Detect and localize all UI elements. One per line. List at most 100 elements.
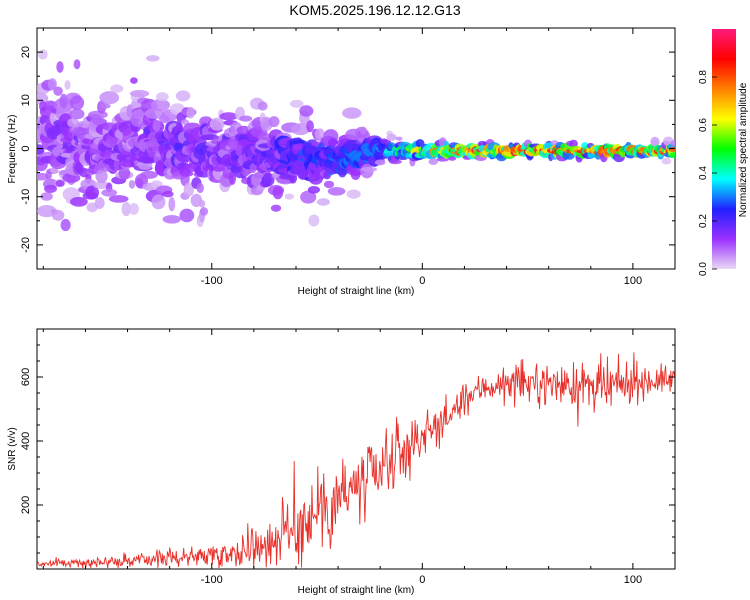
spectrogram-cell bbox=[146, 55, 160, 62]
spectrogram-cell bbox=[108, 195, 129, 203]
spectrogram-cell bbox=[327, 138, 338, 147]
spectrogram-cell bbox=[272, 186, 284, 200]
spectrogram-cell bbox=[53, 86, 63, 96]
chart-title: KOM5.2025.196.12.12.G13 bbox=[289, 2, 461, 18]
spectrogram-y-axis-label: Frequency (Hz) bbox=[7, 115, 18, 184]
spectrogram-cell bbox=[650, 136, 660, 147]
colorbar-label: Normalized spectral amplitude bbox=[738, 82, 749, 217]
snr-y-tick-label: 400 bbox=[20, 432, 32, 450]
spectrogram-cell bbox=[44, 184, 57, 193]
spectrogram-cell bbox=[346, 189, 361, 199]
spectrogram-cell bbox=[300, 190, 317, 204]
colorbar: 0.0 0.2 0.4 0.6 0.8 Normalized spectral ampl… bbox=[698, 29, 749, 276]
spectrogram-cell bbox=[37, 92, 49, 105]
colorbar-gradient bbox=[712, 29, 736, 269]
spectrogram-cell bbox=[155, 92, 169, 102]
snr-y-axis-label: SNR (v/v) bbox=[7, 427, 18, 470]
colorbar-ticks: 0.0 0.2 0.4 0.6 0.8 bbox=[698, 70, 717, 276]
snr-line bbox=[37, 352, 675, 569]
spectrogram-cell bbox=[94, 197, 105, 209]
spectrogram-cell bbox=[121, 201, 132, 217]
spectrogram-x-ticks: -100 0 100 bbox=[42, 28, 676, 287]
spectrogram-cell bbox=[88, 110, 108, 119]
spectrogram-cell bbox=[186, 106, 195, 119]
spectrogram-cell bbox=[93, 181, 110, 190]
spectrogram-cell bbox=[175, 122, 183, 132]
spectrogram-cell bbox=[51, 209, 65, 221]
spectrogram-cell bbox=[38, 49, 48, 60]
spectrogram-cell bbox=[316, 198, 330, 206]
spectrogram-cell bbox=[228, 170, 236, 185]
spectrogram-x-axis-label: Height of straight line (km) bbox=[298, 286, 415, 297]
spectrogram-cell bbox=[219, 112, 238, 121]
spectrogram-cell bbox=[448, 156, 457, 161]
spectrogram-cell bbox=[270, 204, 282, 212]
spectrogram-cell bbox=[100, 103, 111, 109]
colorbar-tick-label: 0.8 bbox=[698, 70, 709, 84]
spectrogram-cell bbox=[323, 180, 335, 189]
spectrogram-y-ticks: -20 -10 0 10 20 bbox=[20, 27, 675, 270]
spectrogram-cell bbox=[128, 203, 139, 215]
spectrogram-cell bbox=[389, 159, 402, 165]
spectrogram-cell bbox=[73, 59, 81, 70]
spectrogram-cell bbox=[118, 166, 131, 180]
spectrogram-cell bbox=[360, 166, 378, 172]
spectrogram-cell bbox=[151, 194, 166, 210]
spectrogram-cell bbox=[428, 158, 438, 165]
spectrogram-cell bbox=[199, 200, 206, 208]
spectrogram-cell bbox=[257, 101, 268, 111]
spectrogram-cell bbox=[162, 190, 174, 198]
spectrogram-cell bbox=[307, 186, 320, 194]
spectrogram-cell bbox=[69, 95, 85, 111]
colorbar-tick-label: 0.4 bbox=[698, 166, 709, 180]
spectrogram-cell bbox=[314, 128, 325, 140]
spectrogram-x-tick-label: 100 bbox=[624, 275, 642, 287]
spectrogram-cell bbox=[175, 90, 191, 102]
spectrogram-cell bbox=[299, 105, 314, 117]
spectrogram-cell bbox=[179, 208, 195, 223]
spectrogram-cell bbox=[268, 116, 280, 128]
spectrogram-cell bbox=[669, 152, 675, 158]
spectrogram-cell bbox=[199, 207, 209, 216]
spectrogram-y-tick-label: 10 bbox=[20, 94, 32, 106]
snr-y-tick-label: 200 bbox=[20, 496, 32, 514]
spectrogram-cell bbox=[180, 119, 190, 125]
snr-data bbox=[37, 352, 675, 569]
spectrogram-cell bbox=[150, 98, 170, 112]
spectrogram-cell bbox=[162, 215, 181, 224]
spectrogram-cell bbox=[110, 84, 124, 93]
spectrogram-cell bbox=[262, 172, 275, 187]
spectrogram-x-tick-label: 0 bbox=[419, 275, 425, 287]
spectrogram-cell bbox=[95, 169, 108, 184]
spectrogram-cell bbox=[327, 187, 346, 196]
spectrogram-cell bbox=[69, 108, 85, 120]
spectrogram-cell bbox=[40, 192, 53, 201]
colorbar-tick-label: 0.0 bbox=[698, 262, 709, 276]
spectrogram-cell bbox=[359, 126, 367, 135]
spectrogram-x-tick-label: -100 bbox=[201, 275, 223, 287]
spectrogram-cell bbox=[140, 170, 158, 179]
spectrogram-cell bbox=[113, 158, 120, 171]
spectrogram-cell bbox=[64, 80, 71, 90]
spectrogram-cell bbox=[180, 170, 194, 177]
spectrogram-cell bbox=[37, 205, 57, 218]
spectrogram-data bbox=[37, 49, 675, 232]
spectrogram-cell bbox=[101, 188, 118, 197]
spectrogram-cell bbox=[661, 157, 672, 165]
spectrogram-cell bbox=[670, 140, 675, 147]
spectrogram-cell bbox=[130, 77, 138, 84]
spectrogram-cell bbox=[239, 115, 253, 122]
spectrogram-cell bbox=[55, 180, 65, 187]
spectrogram-cell bbox=[85, 185, 99, 200]
spectrogram-cell bbox=[56, 61, 64, 73]
spectrogram-cell bbox=[374, 159, 386, 166]
snr-x-tick-label: 100 bbox=[624, 574, 642, 586]
spectrogram-cell bbox=[43, 100, 58, 111]
spectrogram-cell bbox=[168, 197, 176, 212]
spectrogram-cell bbox=[183, 182, 194, 197]
colorbar-tick-label: 0.6 bbox=[698, 118, 709, 132]
spectrogram-cell bbox=[99, 91, 119, 105]
spectrogram-cell bbox=[386, 133, 397, 141]
spectrogram-cell bbox=[152, 119, 161, 132]
spectrogram-cell bbox=[60, 218, 71, 232]
